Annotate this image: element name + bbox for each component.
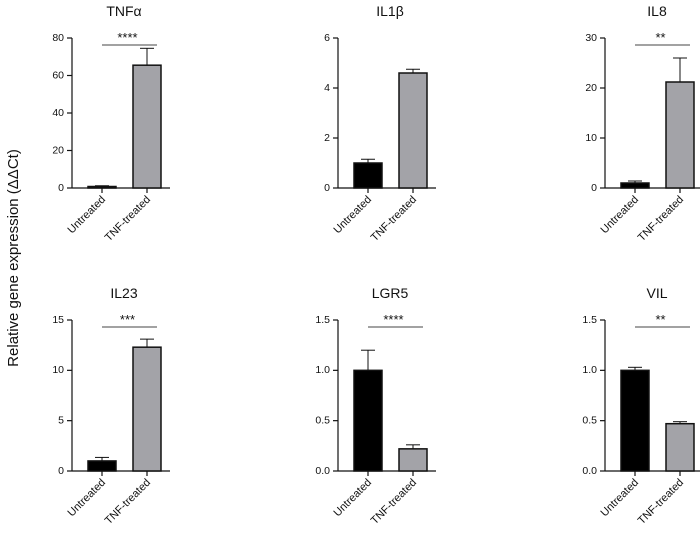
x-tick-label: Untreated (331, 477, 374, 520)
bar-tnf-treated (132, 64, 162, 189)
y-tick-label: 20 (585, 82, 597, 94)
y-tick-label: 10 (52, 364, 64, 376)
y-tick-label: 5 (58, 414, 64, 426)
y-axis-label: Relative gene expression (ΔΔCt) (5, 149, 22, 367)
y-tick-label: 0.5 (582, 414, 597, 426)
bar-untreated (87, 185, 117, 189)
y-tick-label: 0 (324, 182, 330, 194)
bar-tnf-treated (665, 422, 695, 472)
y-tick-label: 0.5 (315, 414, 330, 426)
bar-tnf-treated (398, 72, 428, 189)
chart-title: VIL (646, 285, 667, 301)
significance-stars: ** (655, 312, 665, 327)
x-tick-label: Untreated (598, 194, 641, 237)
bar-tnf-treated (398, 448, 428, 472)
bar-untreated (87, 460, 117, 472)
x-tick-label: Untreated (331, 194, 374, 237)
bar-untreated (353, 162, 383, 189)
chart-title: LGR5 (372, 285, 409, 301)
y-tick-label: 0 (58, 182, 64, 194)
significance-stars: *** (120, 312, 135, 327)
y-tick-label: 20 (52, 144, 64, 156)
x-tick-label: TNF-treated (103, 194, 153, 244)
x-tick-label: Untreated (65, 194, 108, 237)
y-tick-label: 0.0 (315, 465, 330, 477)
y-tick-label: 2 (324, 132, 330, 144)
y-tick-label: 80 (52, 32, 64, 44)
x-tick-label: TNF-treated (636, 477, 686, 527)
y-tick-label: 1.0 (582, 364, 597, 376)
y-tick-label: 0.0 (582, 465, 597, 477)
x-tick-label: Untreated (65, 477, 108, 520)
y-tick-label: 0 (591, 182, 597, 194)
y-tick-label: 30 (585, 32, 597, 44)
y-tick-label: 40 (52, 107, 64, 119)
y-tick-label: 1.0 (315, 364, 330, 376)
y-tick-label: 1.5 (582, 314, 597, 326)
significance-stars: **** (383, 312, 403, 327)
x-tick-label: TNF-treated (636, 194, 686, 244)
y-tick-label: 0 (58, 465, 64, 477)
x-tick-label: TNF-treated (103, 477, 153, 527)
bar-tnf-treated (132, 346, 162, 472)
bar-untreated (353, 369, 383, 472)
significance-stars: ** (655, 30, 665, 45)
x-tick-label: TNF-treated (369, 477, 419, 527)
bar-tnf-treated (665, 81, 695, 189)
chart-title: IL23 (110, 285, 137, 301)
chart-title: IL8 (647, 3, 667, 19)
y-tick-label: 4 (324, 82, 330, 94)
x-tick-label: TNF-treated (369, 194, 419, 244)
bar-untreated (620, 369, 650, 472)
y-tick-label: 1.5 (315, 314, 330, 326)
chart-title: IL1β (376, 3, 404, 19)
y-tick-label: 6 (324, 32, 330, 44)
x-tick-label: Untreated (598, 477, 641, 520)
y-tick-label: 60 (52, 69, 64, 81)
significance-stars: **** (117, 30, 137, 45)
panels-group: TNFα020406080UntreatedTNF-treated****IL1… (52, 3, 700, 527)
chart-title: TNFα (106, 3, 141, 19)
bar-untreated (620, 182, 650, 189)
y-tick-label: 15 (52, 314, 64, 326)
y-tick-label: 10 (585, 132, 597, 144)
